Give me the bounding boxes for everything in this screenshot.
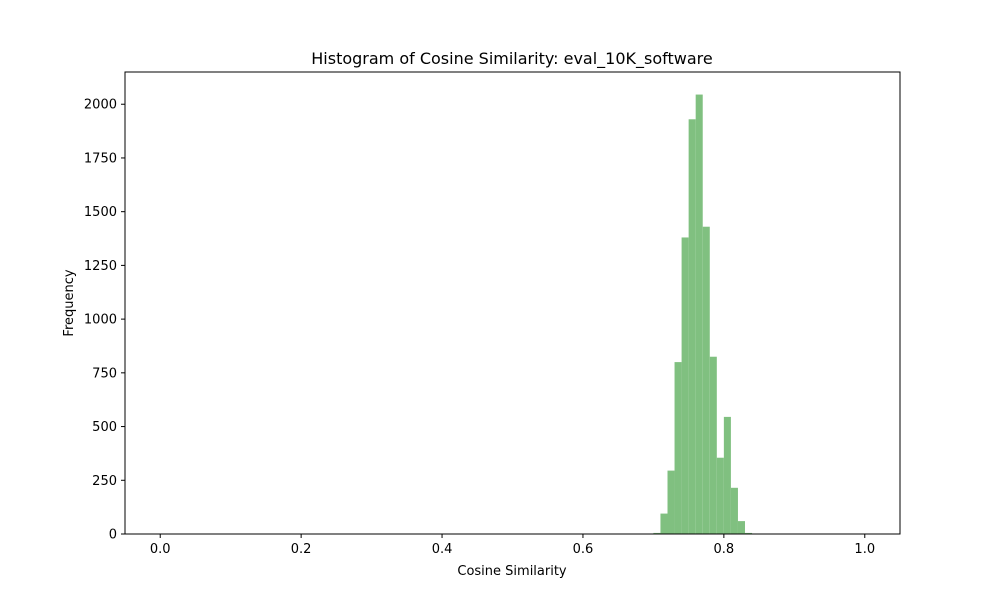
x-tick-label: 0.4 [432, 542, 453, 557]
histogram-bar-12 [737, 521, 745, 534]
y-tick-label: 500 [92, 420, 117, 435]
histogram-bar-0 [653, 532, 661, 534]
y-tick-label: 1000 [84, 313, 117, 328]
x-tick-label: 1.0 [854, 542, 875, 557]
histogram-bars [653, 94, 753, 535]
y-tick-label: 1250 [84, 259, 117, 274]
y-axis-ticks: 0 250 500 750 1000 1250 1500 1750 2000 [84, 98, 125, 543]
histogram-bar-3 [674, 362, 682, 534]
x-tick-label: 0.0 [150, 542, 171, 557]
x-tick-label: 0.6 [573, 542, 594, 557]
histogram-bar-7 [702, 226, 710, 534]
y-tick-label: 250 [92, 474, 117, 489]
histogram-bar-8 [709, 356, 717, 534]
histogram-bar-4 [681, 237, 689, 535]
y-tick-label: 1500 [84, 205, 117, 220]
y-tick-label: 1750 [84, 151, 117, 166]
histogram-bar-9 [716, 457, 724, 534]
histogram-bar-6 [695, 94, 703, 534]
y-tick-label: 0 [109, 528, 117, 543]
plot-area-frame [124, 71, 901, 535]
histogram-bar-2 [667, 470, 675, 534]
histogram-bar-10 [723, 416, 731, 534]
x-tick-label: 0.8 [714, 542, 735, 557]
x-axis-label: Cosine Similarity [457, 564, 567, 579]
x-axis-ticks: 0.0 0.2 0.4 0.6 0.8 1.0 [150, 534, 875, 557]
chart-title: Histogram of Cosine Similarity: eval_10K… [311, 49, 713, 69]
histogram-bar-1 [660, 513, 668, 534]
x-tick-label: 0.2 [291, 542, 312, 557]
histogram-bar-5 [688, 119, 696, 535]
y-tick-label: 2000 [84, 98, 117, 113]
histogram-bar-11 [730, 487, 738, 534]
y-axis-label: Frequency [62, 269, 77, 336]
histogram-bar-13 [745, 532, 753, 534]
y-tick-label: 750 [92, 366, 117, 381]
